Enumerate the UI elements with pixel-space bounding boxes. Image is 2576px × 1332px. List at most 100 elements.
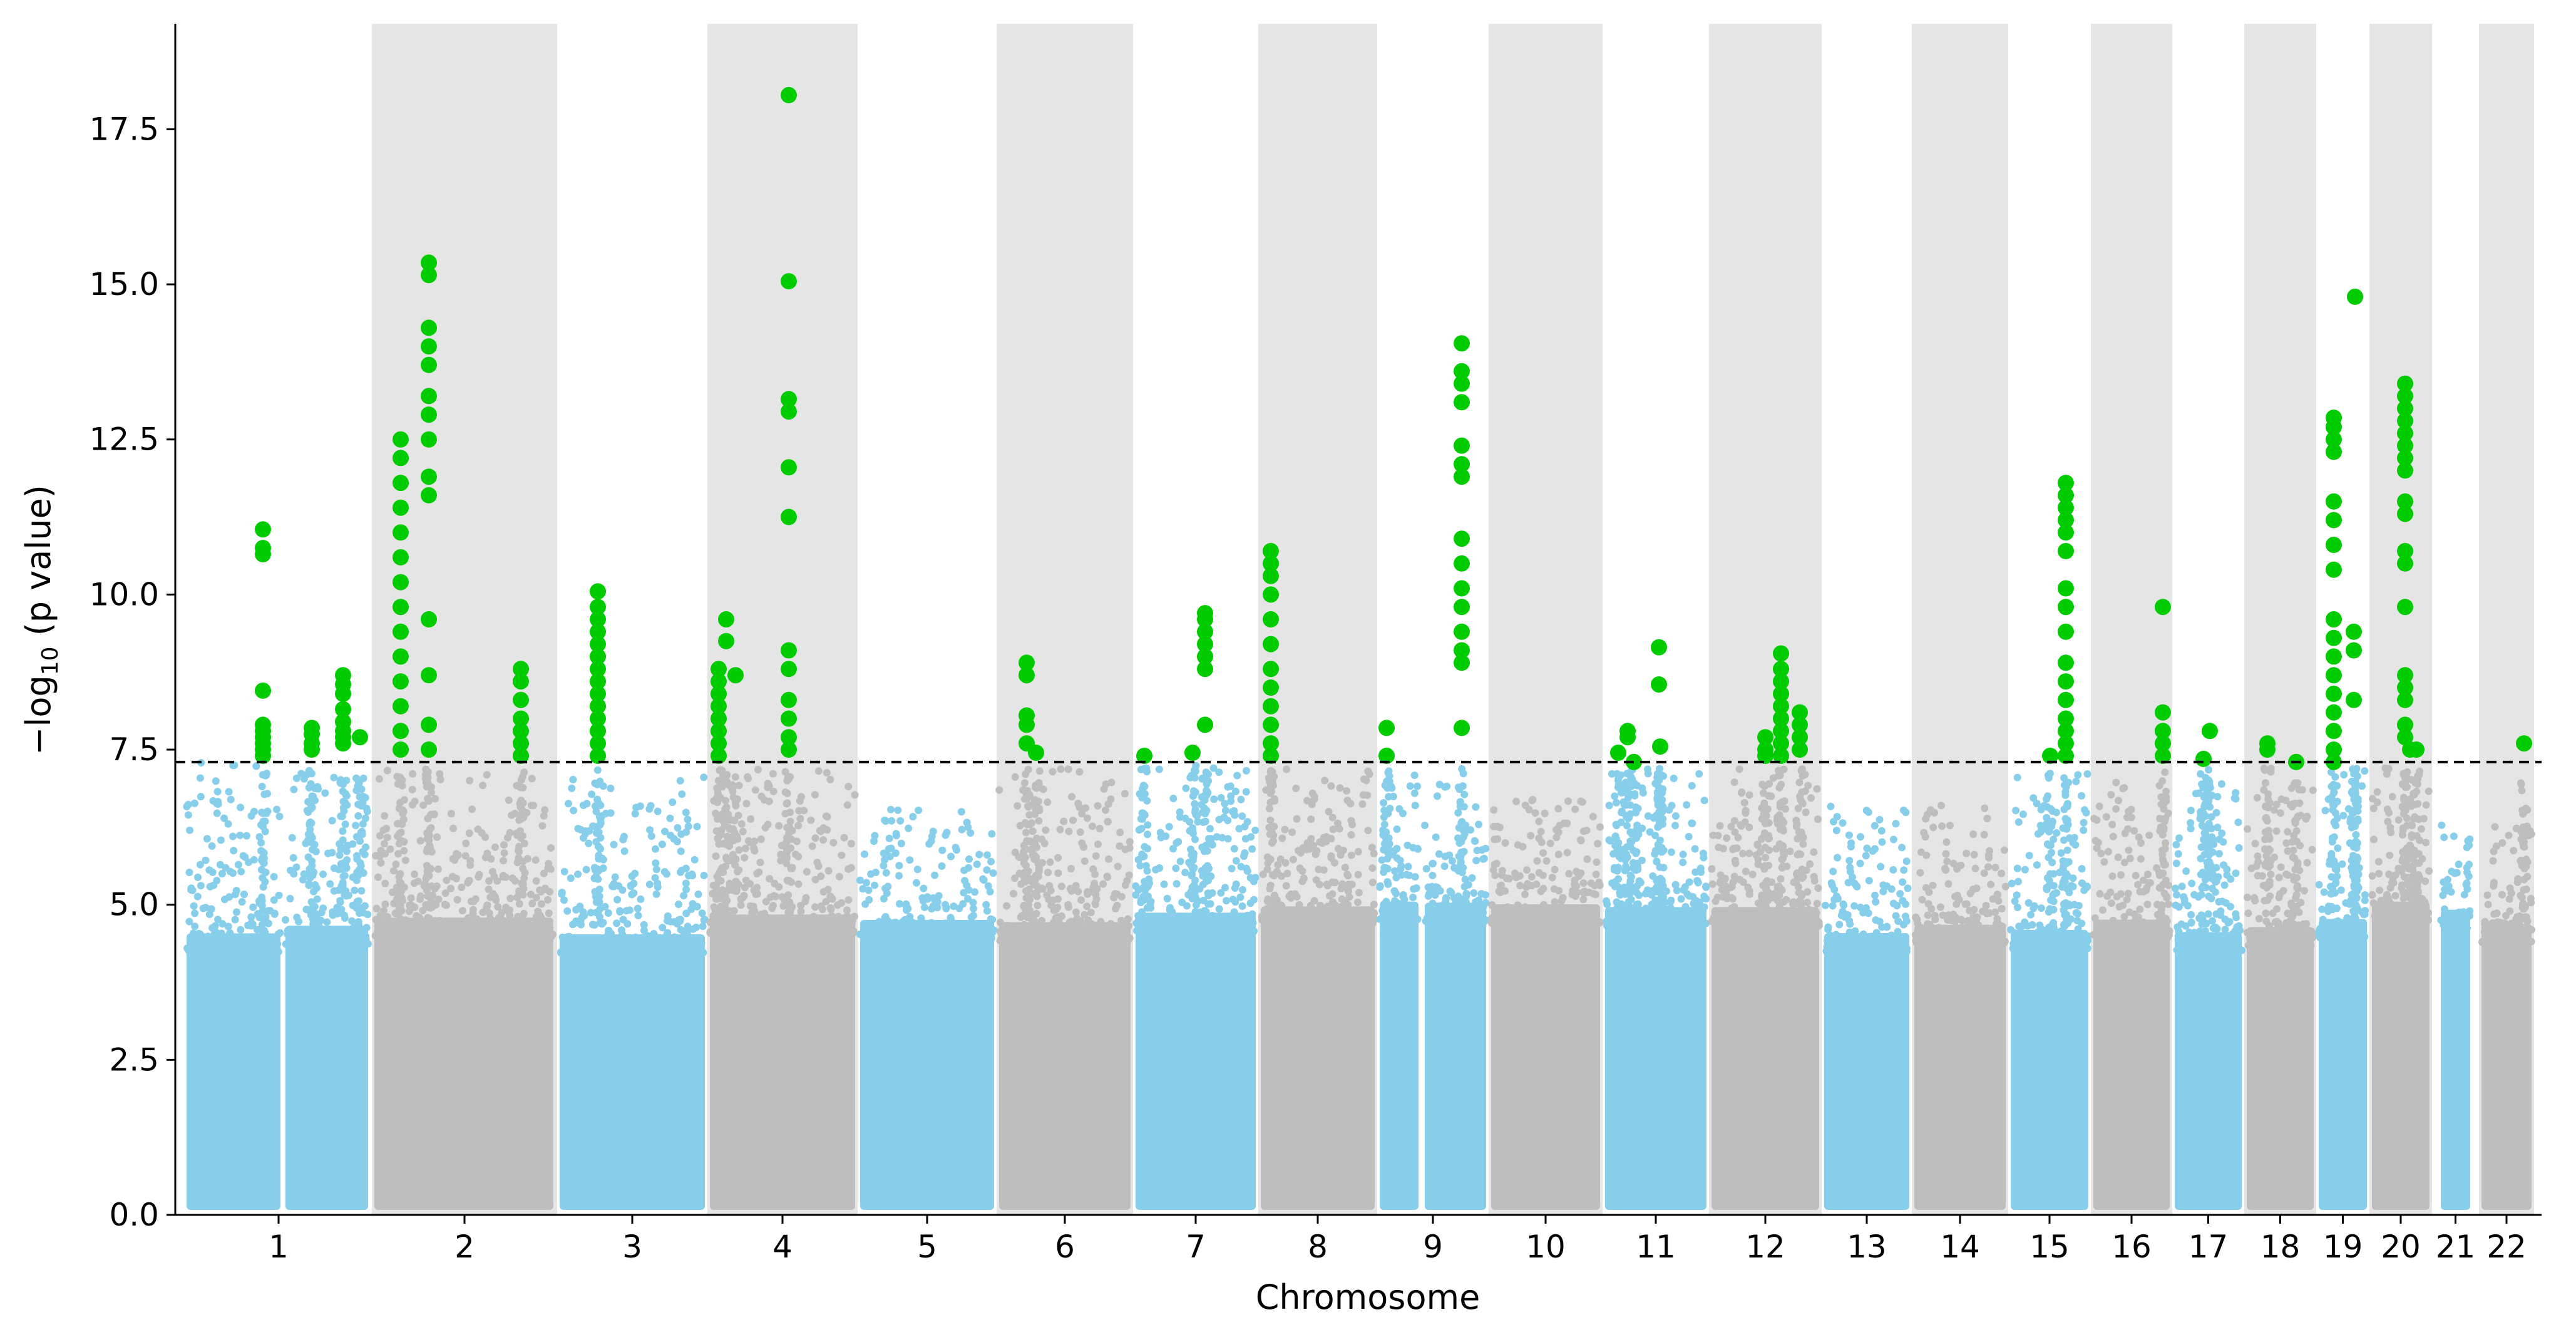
snp-point <box>1735 765 1743 773</box>
snp-point <box>547 865 555 873</box>
snp-point <box>1276 855 1285 863</box>
chromosome-8-significant-hits <box>1263 543 1279 764</box>
snp-point <box>1626 790 1634 798</box>
snp-point <box>646 933 654 941</box>
snp-point <box>934 934 942 942</box>
significant-hit <box>1757 729 1773 746</box>
snp-point <box>1410 885 1418 893</box>
snp-point <box>1152 865 1160 874</box>
snp-point <box>1738 913 1746 921</box>
significant-hit <box>1454 394 1470 411</box>
snp-point <box>1057 765 1065 773</box>
snp-point <box>255 833 264 841</box>
significant-hit <box>421 254 437 271</box>
snp-point <box>1454 783 1462 792</box>
snp-point <box>973 860 981 869</box>
snp-point <box>588 936 596 943</box>
snp-point <box>1282 921 1290 929</box>
significant-hit <box>393 499 409 516</box>
snp-point <box>1623 822 1631 830</box>
snp-point <box>397 927 405 934</box>
snp-point <box>983 928 991 936</box>
snp-point <box>475 870 483 879</box>
significant-hit <box>1454 456 1470 473</box>
snp-point <box>423 847 431 855</box>
snp-point <box>270 873 278 880</box>
snp-point <box>1564 797 1572 805</box>
snp-point <box>807 816 815 824</box>
snp-point <box>828 895 836 903</box>
snp-point <box>225 788 233 796</box>
snp-point <box>775 822 783 830</box>
snp-point <box>428 903 436 911</box>
snp-point <box>1217 889 1225 897</box>
snp-point <box>1067 887 1075 895</box>
snp-point <box>270 910 279 918</box>
snp-point <box>1685 833 1693 840</box>
snp-point <box>1082 804 1090 812</box>
snp-point <box>905 824 913 832</box>
snp-point <box>352 904 361 912</box>
snp-point <box>613 896 622 904</box>
snp-point <box>689 900 697 908</box>
snp-point <box>1468 874 1476 882</box>
snp-point <box>844 783 853 790</box>
snp-point <box>1182 784 1190 792</box>
snp-point <box>396 798 404 807</box>
snp-point <box>1029 851 1037 859</box>
chromosome-6-significant-hits <box>1019 654 1044 761</box>
chromosome-1-density-2 <box>285 926 368 1210</box>
significant-hit <box>590 735 606 752</box>
snp-point <box>1497 881 1505 889</box>
snp-point <box>677 868 685 876</box>
snp-point <box>714 815 722 823</box>
snp-point <box>394 850 402 858</box>
significant-hit <box>711 710 727 727</box>
snp-point <box>1011 874 1019 882</box>
snp-point <box>934 922 942 930</box>
snp-point <box>1384 880 1392 888</box>
snp-point <box>1410 772 1419 779</box>
snp-point <box>225 893 233 901</box>
snp-point <box>328 849 336 857</box>
snp-point <box>1845 831 1853 839</box>
snp-point <box>1110 894 1118 902</box>
snp-point <box>880 862 888 870</box>
snp-point <box>517 776 525 784</box>
snp-point <box>331 927 339 936</box>
snp-point <box>1422 865 1430 873</box>
snp-point <box>1380 799 1388 807</box>
significant-hit <box>781 691 797 708</box>
snp-point <box>1796 792 1804 800</box>
snp-point <box>1201 907 1209 915</box>
snp-point <box>1730 817 1738 825</box>
snp-point <box>1347 851 1355 859</box>
snp-point <box>356 777 364 785</box>
snp-point <box>495 914 503 922</box>
snp-point <box>1243 767 1250 775</box>
snp-point <box>1731 857 1739 864</box>
snp-point <box>1025 811 1034 819</box>
snp-point <box>413 932 421 940</box>
snp-point <box>1266 805 1273 813</box>
snp-point <box>1454 808 1462 817</box>
snp-point <box>816 916 824 924</box>
snp-point <box>1458 818 1466 826</box>
snp-point <box>947 932 955 941</box>
significant-hit <box>590 648 606 665</box>
snp-point <box>958 825 966 834</box>
snp-point <box>1504 903 1512 911</box>
snp-point <box>965 855 973 863</box>
snp-point <box>819 888 828 896</box>
snp-point <box>1011 773 1019 781</box>
snp-point <box>752 890 760 898</box>
snp-point <box>330 887 338 895</box>
snp-point <box>417 920 425 928</box>
snp-point <box>485 877 493 885</box>
snp-point <box>1498 871 1506 879</box>
snp-point <box>1589 813 1597 820</box>
snp-point <box>741 854 749 862</box>
snp-point <box>1368 844 1376 852</box>
snp-point <box>1625 813 1633 822</box>
snp-point <box>597 834 605 842</box>
